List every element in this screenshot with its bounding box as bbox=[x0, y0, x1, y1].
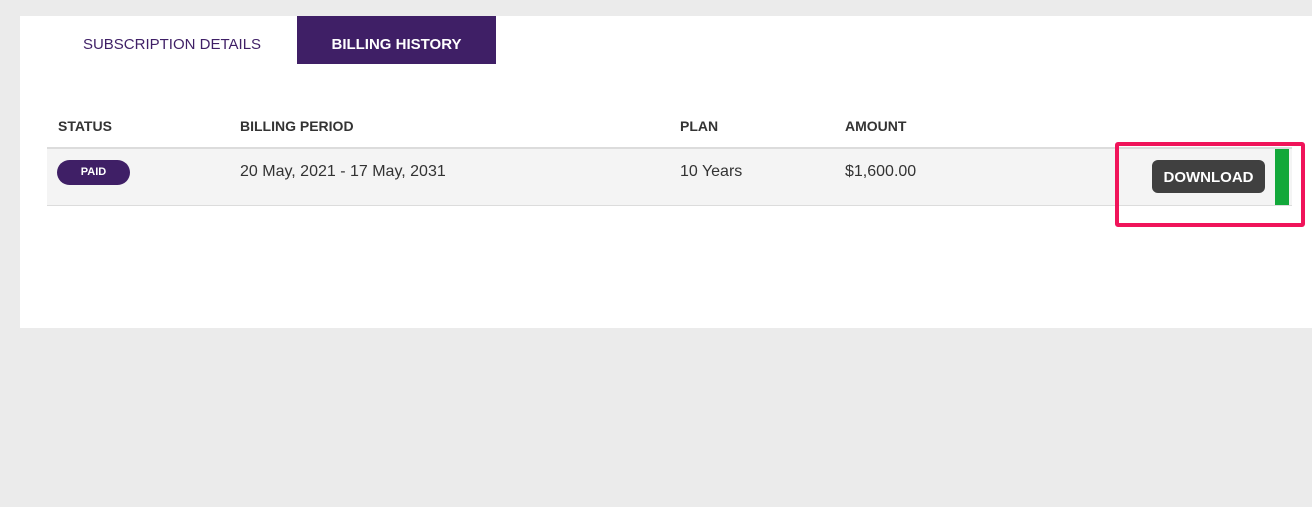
header-billing-period: BILLING PERIOD bbox=[240, 118, 354, 134]
header-amount: AMOUNT bbox=[845, 118, 907, 134]
header-status: STATUS bbox=[58, 118, 112, 134]
amount-cell: $1,600.00 bbox=[845, 163, 917, 180]
download-button[interactable]: DOWNLOAD bbox=[1152, 160, 1265, 193]
tab-billing-history[interactable]: BILLING HISTORY bbox=[297, 16, 496, 64]
status-indicator-bar bbox=[1275, 149, 1289, 205]
status-badge: PAID bbox=[57, 160, 130, 185]
highlight-box bbox=[1115, 142, 1305, 227]
header-divider bbox=[47, 147, 1292, 149]
tab-subscription-details[interactable]: SUBSCRIPTION DETAILS bbox=[82, 36, 262, 53]
billing-panel: SUBSCRIPTION DETAILS BILLING HISTORY STA… bbox=[20, 16, 1312, 328]
table-row: PAID 20 May, 2021 - 17 May, 2031 10 Year… bbox=[47, 149, 1292, 206]
plan-cell: 10 Years bbox=[680, 163, 743, 180]
billing-period-cell: 20 May, 2021 - 17 May, 2031 bbox=[240, 163, 446, 180]
header-plan: PLAN bbox=[680, 118, 719, 134]
